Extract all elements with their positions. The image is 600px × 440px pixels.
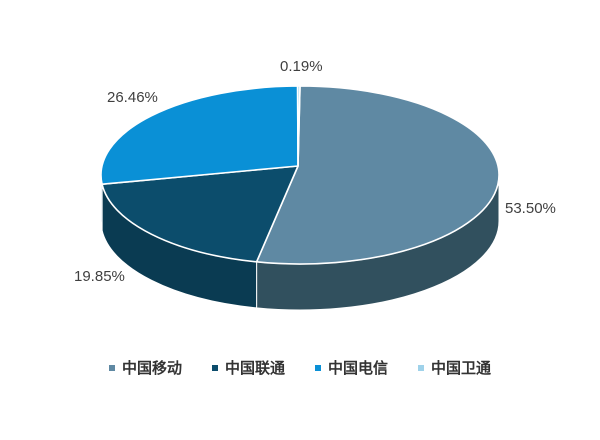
legend-label-china-unicom: 中国联通 [224, 360, 285, 377]
legend-marker-china-mobile-icon [108, 364, 115, 371]
pie-slice-0 [255, 85, 500, 265]
legend-label-china-telecom: 中国电信 [328, 360, 389, 377]
legend-item-china-satcom: 中国卫通 [418, 357, 491, 378]
legend: 中国移动 中国联通 中国电信 中国卫通 [0, 357, 600, 378]
pie-slice-1 [101, 165, 299, 263]
value-label-china-satcom: 0.19% [280, 58, 323, 75]
legend-marker-china-telecom-icon [315, 364, 321, 371]
legend-marker-china-unicom-icon [211, 364, 218, 371]
legend-item-china-mobile: 中国移动 [108, 357, 182, 378]
pie-slice-3 [296, 85, 301, 167]
legend-label-china-satcom: 中国卫通 [431, 360, 492, 377]
pie-slice-2 [100, 85, 299, 186]
legend-marker-china-satcom-icon [418, 364, 425, 371]
legend-item-china-unicom: 中国联通 [211, 357, 285, 378]
legend-item-china-telecom: 中国电信 [315, 357, 388, 378]
legend-label-china-mobile: 中国移动 [121, 360, 182, 377]
value-label-china-unicom: 19.85% [74, 268, 125, 285]
value-label-china-mobile: 53.50% [505, 200, 556, 217]
value-label-china-telecom: 26.46% [107, 89, 158, 106]
